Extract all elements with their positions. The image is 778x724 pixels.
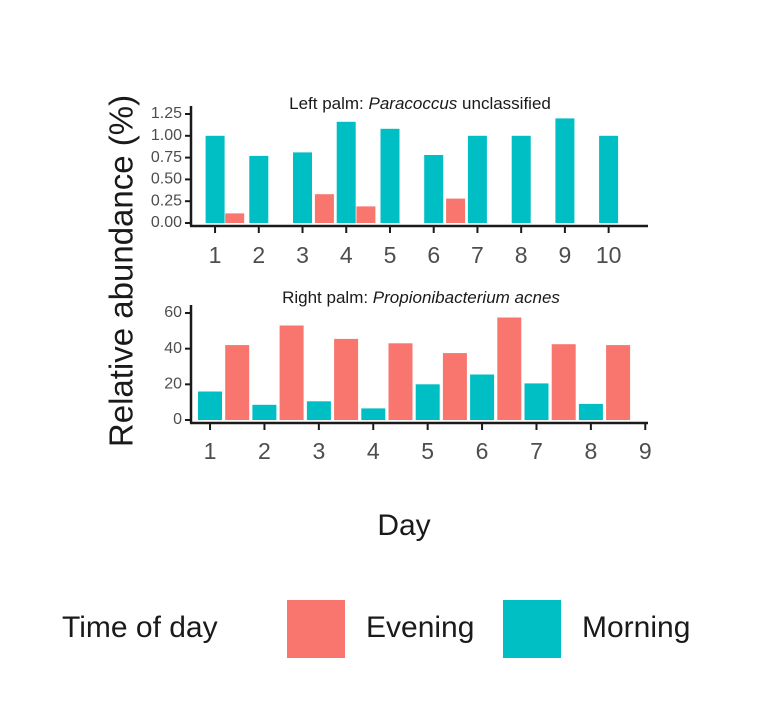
bar-morning <box>198 391 222 420</box>
bar-morning <box>336 121 356 223</box>
panel-right-palm-title-plain: Right palm: <box>282 288 373 307</box>
y-tick-label: 1.00 <box>151 127 182 144</box>
x-tick-label: 10 <box>596 242 622 268</box>
bar-morning <box>249 155 269 223</box>
bar-evening <box>446 198 466 223</box>
y-axis-title: Relative abundance (%) <box>103 95 140 447</box>
bar-morning <box>511 135 531 223</box>
panel-left-palm: Left palm: Paracoccus unclassified 0.000… <box>151 94 648 268</box>
bar-morning <box>424 155 444 223</box>
x-tick-label: 5 <box>421 438 434 464</box>
legend-label-evening: Evening <box>366 611 474 644</box>
bar-morning <box>380 128 400 223</box>
x-tick-label: 6 <box>476 438 489 464</box>
bar-evening <box>279 325 304 420</box>
x-tick-label: 3 <box>296 242 309 268</box>
bar-morning <box>415 384 440 420</box>
bar-evening <box>388 343 413 420</box>
panel-right-palm-bars <box>198 317 631 420</box>
y-tick-label: 0.75 <box>151 149 182 166</box>
bar-evening <box>497 317 522 420</box>
y-tick-label: 0.50 <box>151 171 182 188</box>
panel-left-palm-bars <box>205 118 619 223</box>
x-tick-label: 9 <box>559 242 572 268</box>
bar-morning <box>205 135 225 223</box>
x-tick-label: 9 <box>639 438 652 464</box>
x-tick-label: 7 <box>471 242 484 268</box>
bar-evening <box>334 338 359 420</box>
bar-evening <box>225 213 245 223</box>
bar-morning <box>578 403 603 420</box>
x-tick-label: 4 <box>367 438 380 464</box>
bar-evening <box>356 206 376 223</box>
x-tick-label: 8 <box>515 242 528 268</box>
bar-evening <box>442 353 467 420</box>
y-tick-label: 0.25 <box>151 192 182 209</box>
bar-morning <box>524 383 549 420</box>
legend-key-evening <box>287 600 345 658</box>
bar-morning <box>467 135 487 223</box>
x-tick-label: 2 <box>258 438 271 464</box>
y-tick-label: 20 <box>164 376 182 393</box>
x-tick-label: 1 <box>204 438 217 464</box>
bar-evening <box>225 345 250 420</box>
x-tick-label: 4 <box>340 242 353 268</box>
panel-right-palm-title: Right palm: Propionibacterium acnes <box>282 288 560 307</box>
x-axis-title: Day <box>377 509 430 542</box>
panel-left-palm-title-plain: Left palm: <box>289 94 368 113</box>
x-tick-label: 3 <box>312 438 325 464</box>
panel-left-palm-title-italic: Paracoccus <box>368 94 457 113</box>
legend-key-morning <box>503 600 561 658</box>
bar-morning <box>252 404 277 420</box>
panel-left-palm-title-suffix: unclassified <box>457 94 551 113</box>
bar-evening <box>551 344 576 420</box>
bar-morning <box>293 152 312 223</box>
bar-morning <box>361 408 386 420</box>
bar-evening <box>606 345 631 420</box>
bar-morning <box>555 118 575 223</box>
bar-morning <box>306 401 331 420</box>
y-tick-label: 1.25 <box>151 105 182 122</box>
y-tick-label: 0 <box>173 411 182 428</box>
panel-right-palm-title-italic: Propionibacterium acnes <box>373 288 561 307</box>
y-tick-label: 0.00 <box>151 214 182 231</box>
x-tick-label: 1 <box>209 242 222 268</box>
legend-label-morning: Morning <box>582 611 690 644</box>
x-tick-label: 6 <box>427 242 440 268</box>
panel-left-palm-title: Left palm: Paracoccus unclassified <box>289 94 551 113</box>
x-tick-label: 5 <box>384 242 397 268</box>
bar-evening <box>314 194 334 223</box>
panel-right-palm-axes: 0 20 40 60 1 2 3 4 5 6 7 8 9 <box>164 304 651 464</box>
panel-right-palm: Right palm: Propionibacterium acnes 0 20 4… <box>164 288 651 464</box>
x-tick-label: 7 <box>530 438 543 464</box>
x-tick-label: 2 <box>252 242 265 268</box>
legend: Time of day Evening Morning <box>62 600 690 658</box>
legend-title: Time of day <box>62 611 218 644</box>
bar-morning <box>470 374 495 420</box>
panel-left-palm-axes: 0.00 0.25 0.50 0.75 1.00 1.25 1 2 3 4 5 6 7 8 9 10 <box>151 105 648 268</box>
y-tick-label: 60 <box>164 304 182 321</box>
bar-morning <box>599 135 619 223</box>
y-tick-label: 40 <box>164 340 182 357</box>
x-tick-label: 8 <box>584 438 597 464</box>
